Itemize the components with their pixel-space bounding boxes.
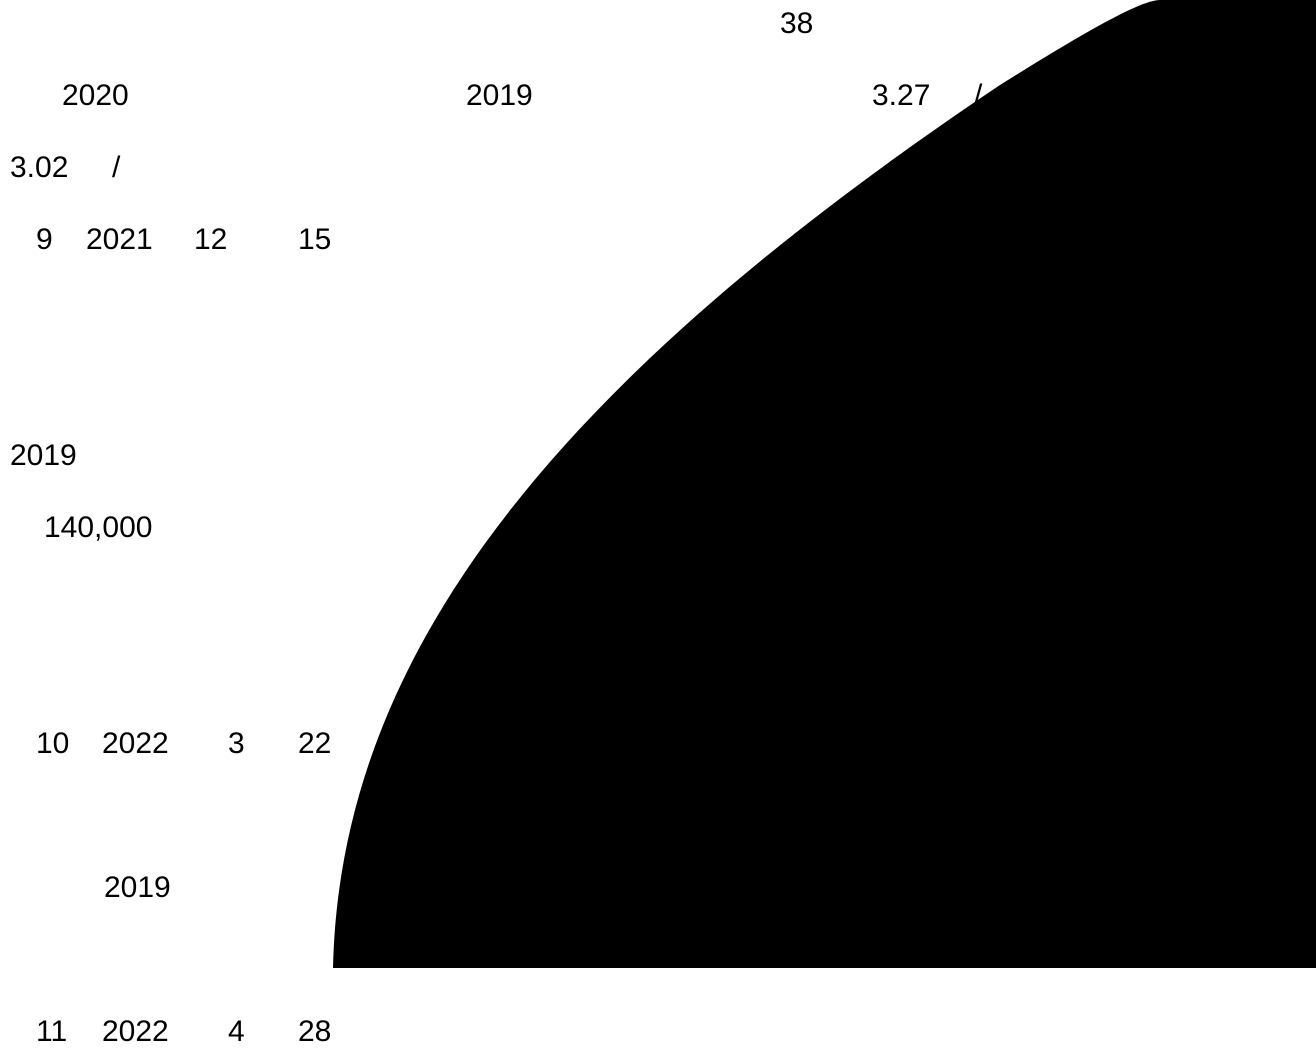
text-3-27: 3.27 bbox=[872, 79, 931, 112]
text-2019-mid: 2019 bbox=[10, 439, 77, 472]
text-28: 28 bbox=[298, 1015, 332, 1048]
text-11: 11 bbox=[36, 1015, 68, 1048]
text-2022-b: 2022 bbox=[102, 1015, 169, 1048]
text-slash-top: / bbox=[974, 79, 983, 112]
text-2019-top: 2019 bbox=[466, 79, 533, 112]
text-2021: 2021 bbox=[86, 223, 153, 256]
text-2019-low: 2019 bbox=[104, 871, 171, 904]
text-140000: 140,000 bbox=[44, 511, 153, 544]
text-3-02: 3.02 bbox=[10, 151, 69, 184]
text-2022-a: 2022 bbox=[102, 727, 169, 760]
text-10: 10 bbox=[36, 727, 70, 760]
text-slash-2: / bbox=[112, 151, 121, 184]
text-3: 3 bbox=[228, 727, 245, 760]
text-15: 15 bbox=[298, 223, 332, 256]
text-4: 4 bbox=[228, 1015, 245, 1048]
text-12: 12 bbox=[194, 223, 228, 256]
black-curved-fill bbox=[333, 0, 1316, 968]
text-38: 38 bbox=[780, 7, 814, 40]
text-9: 9 bbox=[36, 223, 53, 256]
text-22: 22 bbox=[298, 727, 332, 760]
text-2020: 2020 bbox=[62, 79, 129, 112]
